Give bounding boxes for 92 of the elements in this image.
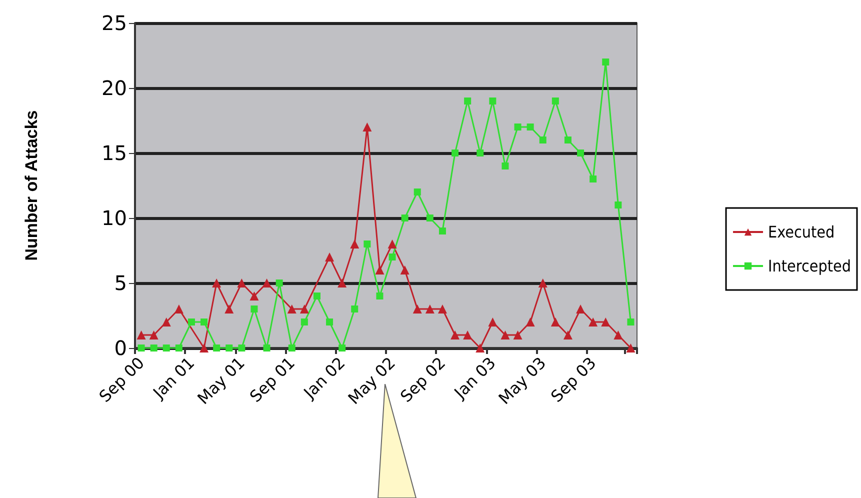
point bbox=[313, 292, 320, 300]
y-tick-label: 15 bbox=[102, 141, 127, 165]
point bbox=[627, 318, 634, 326]
legend-label: Intercepted bbox=[768, 256, 851, 276]
point bbox=[502, 162, 509, 170]
point bbox=[338, 344, 346, 352]
point bbox=[212, 278, 222, 288]
point bbox=[224, 304, 234, 314]
point bbox=[138, 344, 145, 352]
point bbox=[564, 136, 572, 144]
point bbox=[188, 318, 195, 326]
x-tick-label: Jan 02 bbox=[299, 353, 349, 403]
y-tick-label: 5 bbox=[114, 271, 127, 295]
point bbox=[213, 344, 220, 352]
point bbox=[338, 278, 347, 288]
point bbox=[150, 344, 158, 352]
point bbox=[136, 330, 146, 340]
point bbox=[149, 330, 158, 340]
x-tick-label: Sep 01 bbox=[246, 353, 299, 406]
point bbox=[326, 318, 334, 326]
x-tick-label: Sep 03 bbox=[547, 353, 600, 406]
point bbox=[162, 344, 170, 352]
point bbox=[300, 304, 309, 314]
point bbox=[614, 202, 622, 208]
point bbox=[237, 278, 246, 288]
point bbox=[200, 344, 209, 352]
point bbox=[287, 304, 296, 314]
point bbox=[263, 344, 270, 352]
point bbox=[438, 304, 447, 314]
point bbox=[450, 330, 460, 340]
point bbox=[539, 136, 546, 144]
y-tick-label: 20 bbox=[102, 76, 127, 100]
point bbox=[550, 318, 560, 326]
point bbox=[250, 306, 258, 312]
point bbox=[362, 122, 372, 132]
point bbox=[476, 344, 485, 352]
point bbox=[414, 188, 421, 196]
y-tick-label: 0 bbox=[114, 336, 127, 360]
point bbox=[476, 150, 484, 156]
point bbox=[526, 318, 535, 326]
x-tick-label: Jan 03 bbox=[450, 353, 500, 403]
point bbox=[350, 240, 360, 248]
point bbox=[412, 304, 422, 314]
point bbox=[400, 266, 410, 274]
point bbox=[513, 330, 522, 340]
x-tick-label: Sep 02 bbox=[396, 353, 450, 406]
point bbox=[250, 292, 259, 300]
point bbox=[376, 292, 384, 300]
point bbox=[452, 150, 459, 156]
point bbox=[601, 318, 610, 326]
point bbox=[602, 58, 610, 66]
point bbox=[300, 318, 308, 326]
point bbox=[226, 344, 233, 352]
point bbox=[162, 318, 171, 326]
y-axis-title: Number of Attacks bbox=[22, 110, 41, 261]
point bbox=[375, 266, 384, 274]
y-tick-label: 10 bbox=[102, 206, 127, 230]
point bbox=[489, 98, 496, 104]
point bbox=[276, 280, 283, 286]
point bbox=[526, 124, 534, 130]
point bbox=[538, 278, 548, 288]
point bbox=[175, 344, 182, 352]
point bbox=[588, 318, 598, 326]
point bbox=[563, 330, 572, 340]
point bbox=[200, 318, 208, 326]
point bbox=[576, 304, 586, 314]
x-tick-label: Jan 01 bbox=[148, 353, 198, 403]
point bbox=[364, 240, 371, 248]
point bbox=[238, 344, 246, 352]
legend-label: Executed bbox=[768, 222, 835, 242]
point bbox=[426, 214, 434, 222]
point bbox=[425, 304, 434, 314]
y-tick-label: 25 bbox=[102, 11, 127, 35]
point bbox=[438, 228, 446, 234]
point bbox=[614, 330, 623, 340]
point bbox=[514, 124, 522, 130]
point bbox=[552, 98, 559, 104]
point bbox=[325, 252, 334, 262]
point bbox=[388, 254, 396, 260]
point bbox=[401, 214, 408, 222]
point bbox=[464, 98, 472, 104]
point bbox=[488, 318, 498, 326]
point bbox=[174, 304, 184, 314]
point bbox=[463, 330, 472, 340]
point bbox=[351, 306, 358, 312]
point bbox=[388, 240, 397, 248]
point bbox=[590, 176, 597, 182]
point bbox=[577, 150, 584, 156]
point bbox=[262, 278, 272, 288]
point bbox=[626, 344, 636, 352]
point bbox=[288, 344, 296, 352]
point bbox=[500, 330, 510, 340]
